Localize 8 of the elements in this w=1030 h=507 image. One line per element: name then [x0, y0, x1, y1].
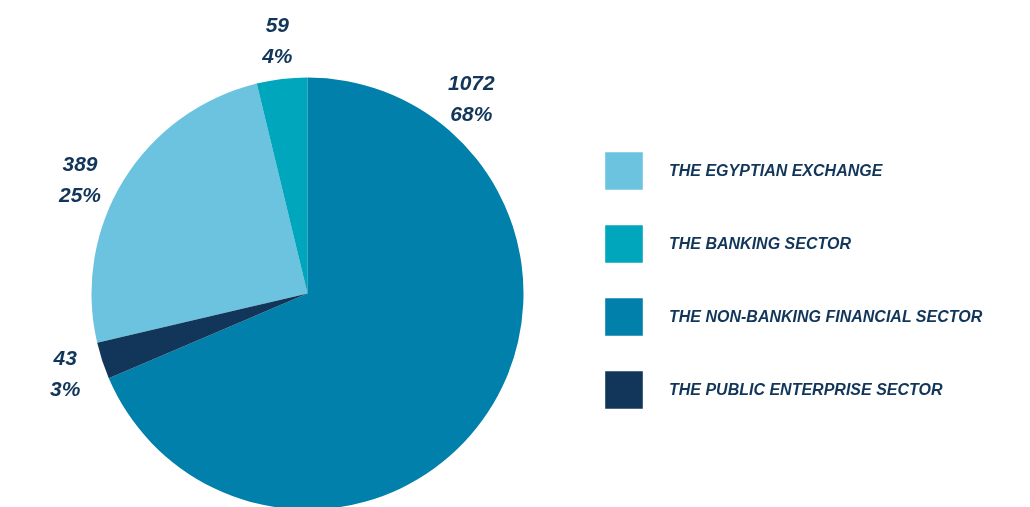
data-label: 1072 68%	[447, 71, 496, 126]
data-label: 43 3%	[50, 345, 81, 400]
legend-label: THE EGYPTIAN EXCHANGE	[669, 160, 883, 181]
data-label: 389 25%	[58, 151, 102, 206]
legend-label: THE BANKING SECTOR	[669, 233, 851, 254]
legend-label: THE PUBLIC ENTERPRISE SECTOR	[669, 379, 943, 400]
data-label: 59 4%	[261, 13, 293, 68]
legend-label: THE NON-BANKING FINANCIAL SECTOR	[669, 306, 983, 327]
